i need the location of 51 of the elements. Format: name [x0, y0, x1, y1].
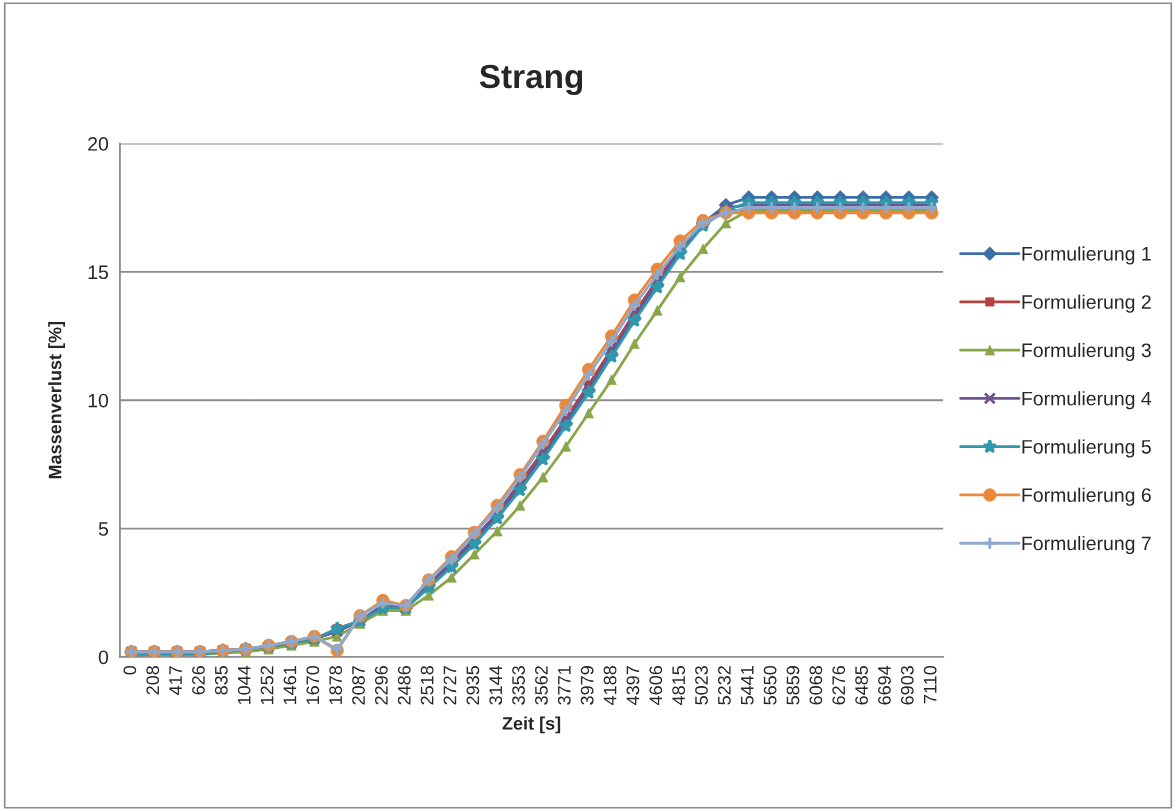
x-tick-label: 0: [123, 665, 137, 675]
legend-label: Formulierung 5: [1022, 439, 1151, 458]
x-tick-label: 626: [192, 666, 205, 695]
legend-label: Formulierung 3: [1022, 342, 1151, 362]
legend-label: Formulierung 6: [1022, 487, 1151, 506]
legend-label: Formulierung 4: [1022, 391, 1152, 410]
x-tick-label: 4815: [672, 666, 686, 705]
x-tick-label: 3562: [535, 666, 548, 705]
x-tick-label: 1252: [260, 666, 274, 705]
x-tick-label: 3771: [557, 666, 571, 705]
x-tick-label: 5441: [741, 666, 754, 705]
y-tick-label: 10: [88, 393, 109, 408]
x-tick-label: 835: [214, 666, 228, 695]
x-tick-label: 4188: [603, 666, 617, 705]
x-tick-label: 5859: [786, 666, 800, 705]
chart-title: Strang: [479, 64, 583, 96]
x-tick-label: 208: [146, 666, 160, 695]
x-tick-label: 5650: [763, 665, 777, 705]
x-tick-label: 6276: [832, 666, 846, 705]
x-tick-label: 2296: [374, 666, 388, 705]
x-tick-label: 1461: [283, 666, 297, 705]
x-tick-label: 2727: [443, 666, 457, 705]
x-tick-label: 5023: [695, 666, 708, 705]
x-tick-label: 1878: [329, 666, 343, 705]
x-tick-label: 6485: [855, 666, 868, 705]
x-tick-label: 3353: [512, 666, 525, 705]
x-tick-label: 2935: [466, 666, 480, 705]
legend-label: Formulierung 1: [1022, 246, 1151, 265]
y-tick-label: 5: [98, 522, 109, 536]
legend-label: Formulierung 7: [1022, 535, 1151, 555]
x-tick-label: 6068: [809, 666, 823, 705]
y-axis-title: Massenverlust [%]: [48, 321, 65, 479]
x-tick-label: 6903: [900, 666, 914, 705]
x-tick-label: 1044: [237, 665, 251, 705]
x-tick-label: 2087: [352, 666, 365, 705]
x-tick-label: 2518: [420, 666, 434, 705]
legend-label: Formulierung 2: [1022, 294, 1151, 313]
x-tick-label: 4606: [649, 666, 663, 705]
x-tick-label: 5232: [717, 666, 731, 705]
x-tick-label: 417: [169, 666, 182, 695]
x-axis-title: Zeit [s]: [502, 716, 561, 734]
x-tick-label: 7110: [923, 665, 937, 704]
x-tick-label: 4397: [626, 666, 640, 705]
y-tick-label: 20: [88, 137, 109, 151]
y-tick-label: 15: [88, 265, 109, 280]
x-tick-label: 6694: [878, 665, 891, 705]
x-tick-label: 1670: [306, 665, 320, 705]
x-tick-label: 2486: [397, 666, 411, 705]
y-tick-label: 0: [98, 650, 109, 665]
x-tick-label: 3979: [580, 666, 594, 705]
x-tick-label: 3144: [489, 665, 503, 705]
